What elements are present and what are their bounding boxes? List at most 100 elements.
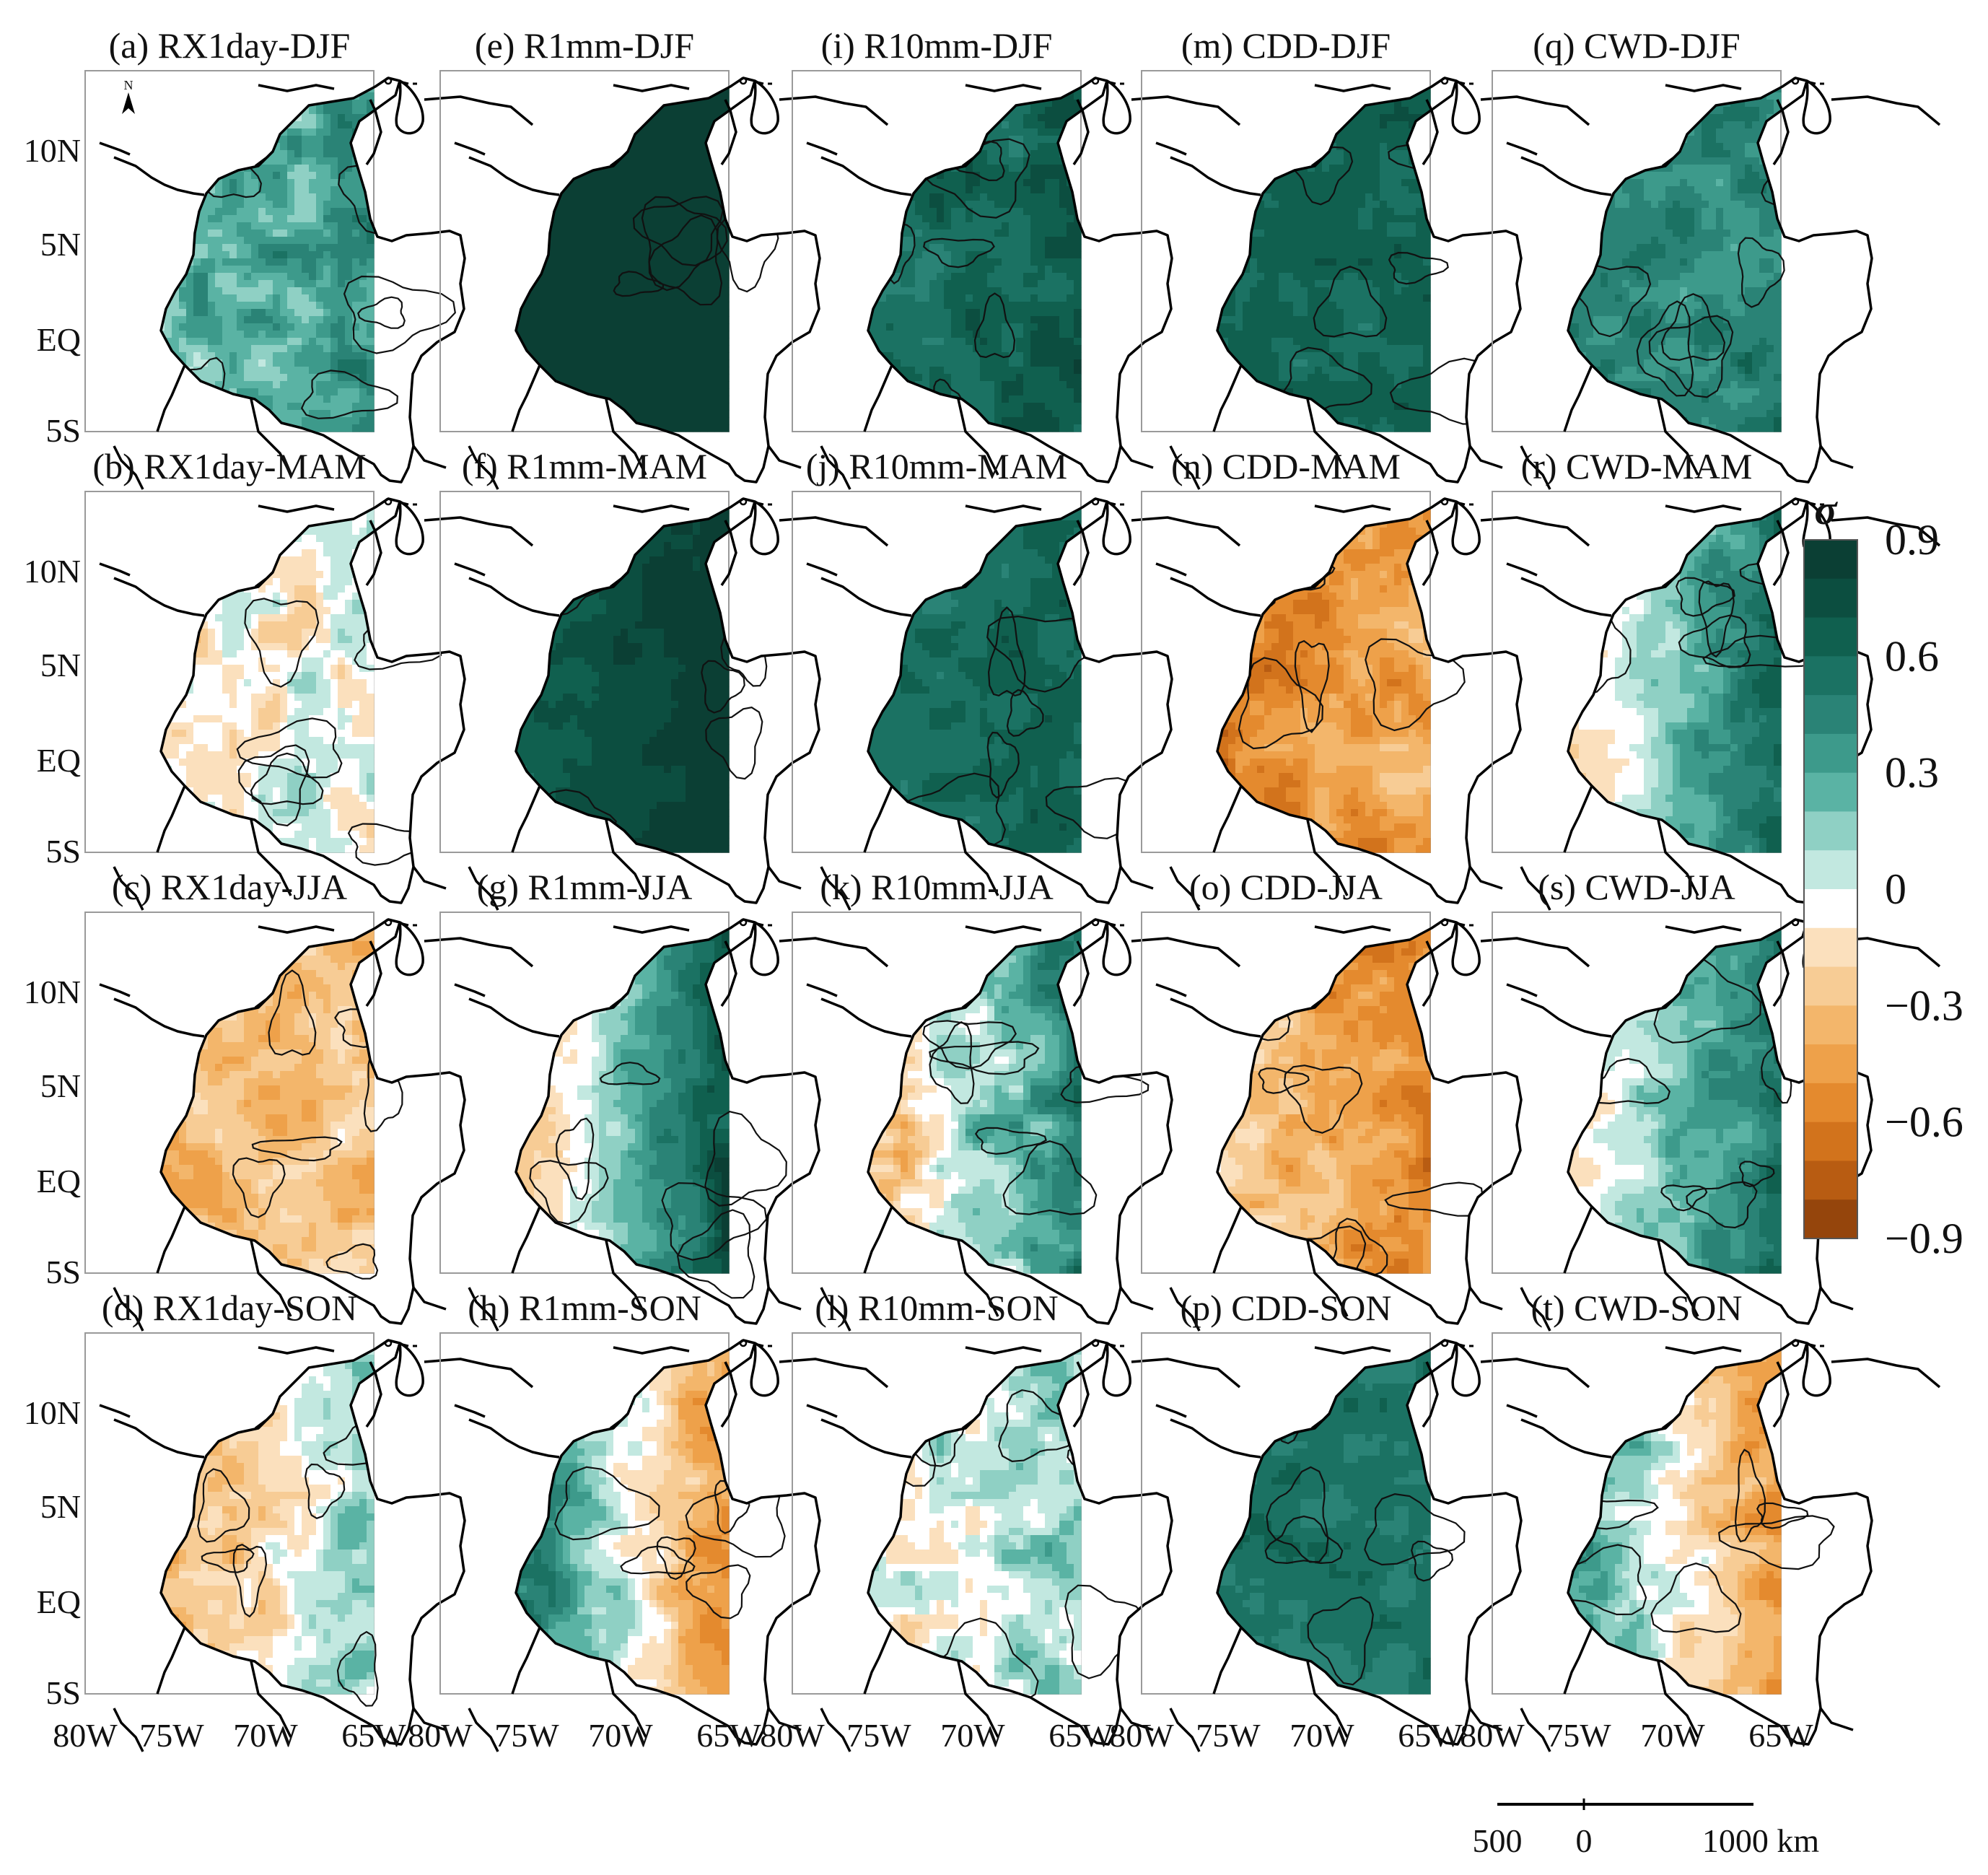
lake-maracaibo (395, 79, 424, 135)
island-marker (1458, 922, 1474, 927)
coastline-ecuador (156, 785, 186, 853)
island-marker (402, 1343, 417, 1347)
island-marker (402, 922, 417, 927)
panel-title: (i) R10mm-DJF (821, 25, 1053, 66)
lake-maracaibo (395, 921, 424, 976)
border-brazil (767, 445, 802, 469)
axis-labels: 10N 5N EQ 5S 10N 5N EQ 5S 10N 5N EQ 5S 10N 5N EQ 5S 80W 7… (24, 132, 1814, 1754)
coastline-ecuador (156, 1206, 186, 1274)
coastline-ecuador (1563, 364, 1593, 432)
island-marker (1440, 77, 1449, 85)
longitude-label: 75W (846, 1717, 911, 1754)
coastline-central-america (1520, 997, 1612, 1038)
colorbar-segment (1804, 1122, 1857, 1161)
panel-title: (d) RX1day-SON (102, 1288, 357, 1328)
longitude-label: 80W (408, 1717, 473, 1754)
island-marker (1791, 1339, 1800, 1347)
coastline-peru (468, 445, 499, 490)
colorbar-frame (1803, 539, 1858, 1239)
coastline-peru (113, 1708, 144, 1752)
island-marker (1091, 77, 1100, 85)
coastline-peru (820, 1287, 851, 1332)
panel-title: (a) RX1day-DJF (109, 25, 351, 66)
coastline-venezuela (779, 1358, 889, 1389)
island-marker (1109, 502, 1124, 506)
island-marker (739, 77, 748, 85)
north-arrow-label: N (124, 78, 133, 92)
border-peru (605, 819, 647, 896)
coastline-peru (1520, 866, 1551, 911)
coastline-guajira (965, 1346, 1042, 1355)
coastline-peru (113, 1287, 144, 1332)
coastline-venezuela (779, 937, 889, 968)
border-peru (957, 1240, 999, 1317)
panel-title: (s) CWD-JJA (1538, 867, 1735, 907)
latitude-label: 10N (24, 553, 81, 590)
longitude-label: 80W (760, 1717, 825, 1754)
panel-title: (t) CWD-SON (1531, 1288, 1742, 1328)
lake-maracaibo (395, 500, 424, 556)
lake-maracaibo (1802, 79, 1831, 135)
border-brazil (1468, 865, 1503, 890)
coastline-ecuador (1563, 785, 1593, 853)
coastline-venezuela (1480, 95, 1590, 126)
island-marker (1791, 77, 1800, 85)
border-brazil (1119, 1707, 1154, 1731)
scale-bar-label: 0 (1576, 1822, 1593, 1859)
lake-maracaibo (750, 1342, 779, 1397)
panel-title: (m) CDD-DJF (1181, 25, 1391, 66)
coastline-panama (1506, 1404, 1538, 1418)
coastline-panama (99, 562, 131, 577)
coastline-segment (1661, 571, 1681, 588)
island-marker (757, 922, 772, 927)
coastline-central-america (468, 577, 560, 617)
island-marker (1109, 81, 1124, 85)
coastline-guajira (1665, 84, 1742, 92)
lake-maracaibo (1451, 500, 1481, 556)
longitude-label: 80W (53, 1717, 118, 1754)
scale-bar-label: 1000 km (1702, 1822, 1820, 1859)
island-marker (384, 1339, 393, 1347)
border-peru (1657, 1661, 1699, 1738)
coastline-ecuador (863, 364, 893, 432)
island-marker (1791, 497, 1800, 506)
contour-lines (1264, 1389, 1466, 1686)
coastline-ecuador (863, 1627, 893, 1695)
coastline-guajira (1314, 1346, 1391, 1355)
colorbar-segment (1804, 695, 1857, 735)
coastline-segment (254, 571, 274, 588)
coastline-venezuela (1480, 1358, 1590, 1389)
coastline-maracaibo (720, 1361, 737, 1428)
border-peru (1306, 398, 1349, 476)
colorbar-segment (1804, 1199, 1857, 1239)
coastline-peru (1169, 1708, 1201, 1752)
coastline-central-america (1170, 997, 1261, 1038)
contour-lines (1568, 1448, 1835, 1633)
coastline-maracaibo (1772, 520, 1790, 586)
panel-title: (r) CWD-MAM (1521, 446, 1753, 486)
colorbar-segment (1804, 1044, 1857, 1084)
coastline-central-america (820, 577, 912, 617)
coastline-guajira (965, 84, 1042, 92)
island-marker (1091, 918, 1100, 927)
island-marker (384, 497, 393, 506)
coastline-guajira (965, 504, 1042, 513)
island-marker (739, 918, 748, 927)
colorbar-segment (1804, 850, 1857, 890)
colorbar-segment (1804, 889, 1857, 929)
colorbar-segment (1804, 811, 1857, 851)
coastline-central-america (113, 1418, 205, 1459)
coastline-peru (1169, 445, 1201, 490)
coastline-guajira (613, 84, 690, 92)
coastline-guajira (613, 1346, 690, 1355)
coastline-panama (806, 983, 838, 997)
island-marker (739, 497, 748, 506)
coastline-guajira (965, 925, 1042, 934)
coastline-central-america (1170, 1418, 1261, 1459)
coastline-peru (113, 445, 144, 490)
north-arrow-icon (122, 92, 135, 114)
coastline-ecuador (863, 785, 893, 853)
coastline-maracaibo (720, 99, 737, 165)
coastline-segment (254, 1412, 274, 1430)
panel-title: (f) R1mm-MAM (462, 446, 707, 486)
